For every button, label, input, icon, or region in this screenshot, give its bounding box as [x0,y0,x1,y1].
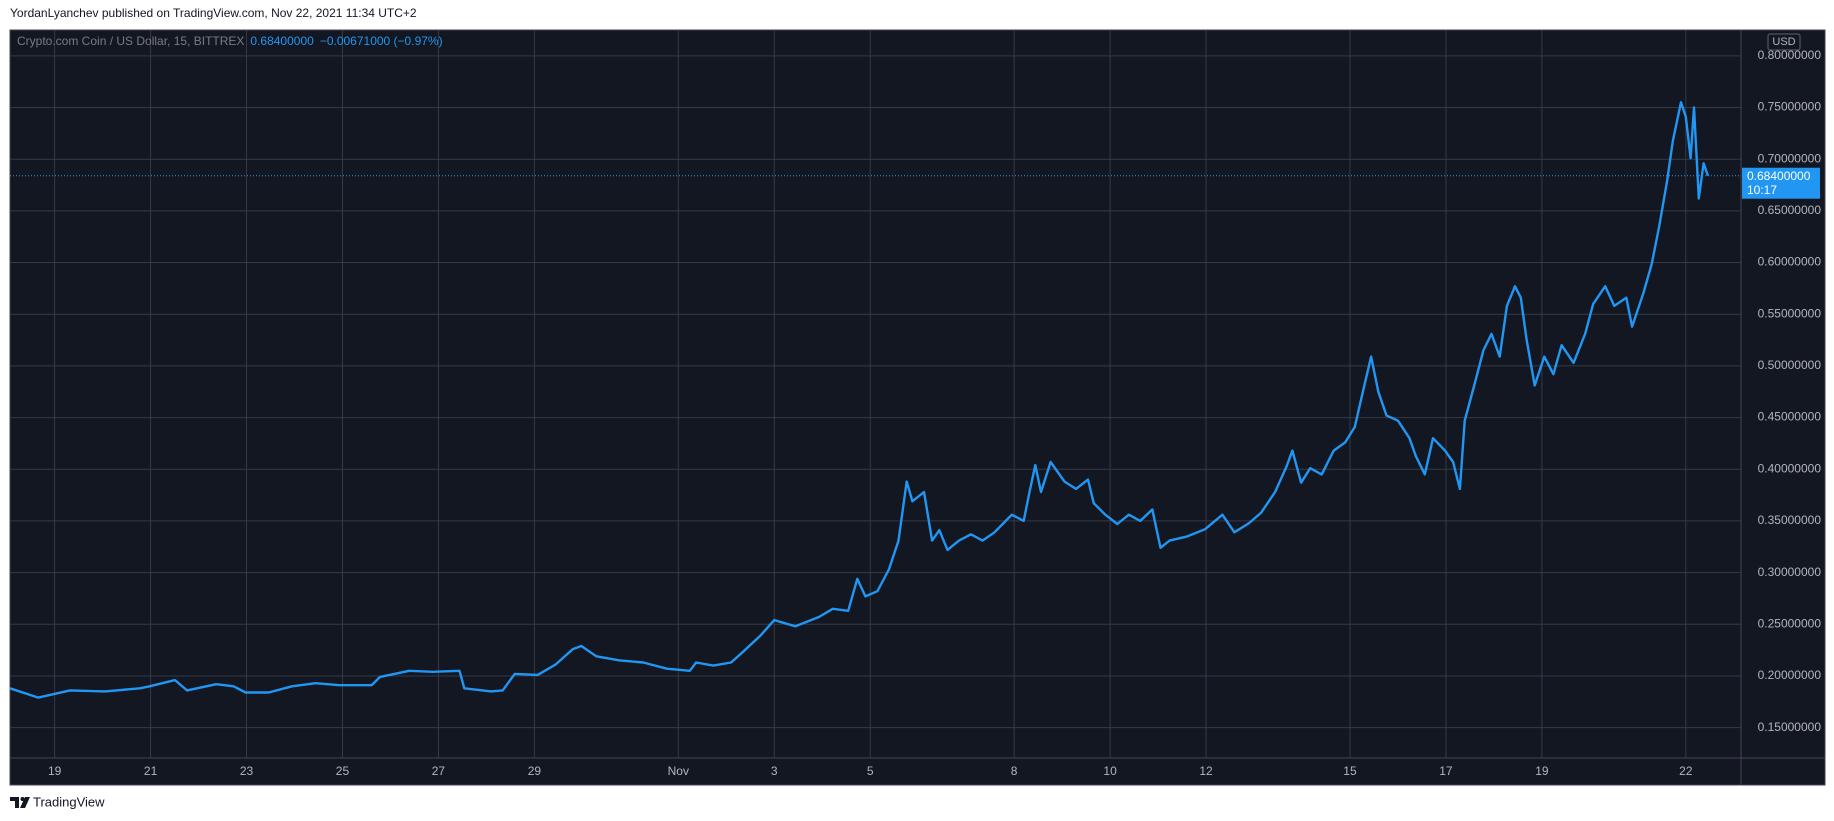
y-tick-label: 0.35000000 [1758,513,1822,527]
y-tick-label: 0.20000000 [1758,668,1822,682]
price-tag [1742,167,1820,199]
y-tick-label: 0.15000000 [1758,720,1822,734]
y-tick-label: 0.60000000 [1758,255,1822,269]
tradingview-logo: TradingView [10,794,105,809]
y-tick-label: 0.55000000 [1758,306,1822,320]
x-tick-label: 10 [1103,764,1117,778]
plot [9,101,1741,699]
x-tick-label: 29 [528,764,542,778]
y-tick-label: 0.25000000 [1758,616,1822,630]
price-change: −0.00671000 (−0.97%) [320,34,443,48]
publish-info: YordanLyanchev published on TradingView.… [10,6,417,20]
currency: USD [1772,36,1795,48]
y-tick-label: 0.70000000 [1758,151,1822,165]
y-tick-label: 0.45000000 [1758,410,1822,424]
symbol-name: Crypto.com Coin / US Dollar, 15, BITTREX [17,34,244,48]
y-tick-label: 0.30000000 [1758,565,1822,579]
x-tick-label: 19 [48,764,62,778]
price-tag-label: 0.68400000 [1747,169,1811,183]
logo-icon [10,797,30,808]
x-tick-label: 21 [144,764,158,778]
legend: Crypto.com Coin / US Dollar, 15, BITTREX… [17,34,443,48]
last-price: 0.68400000 [250,34,314,48]
x-tick-label: 8 [1011,764,1018,778]
chart-background [9,29,1826,786]
x-tick-label: Nov [668,764,689,778]
x-tick-label: 25 [336,764,350,778]
x-tick-label: 3 [771,764,778,778]
y-tick-label: 0.75000000 [1758,100,1822,114]
x-tick-label: 5 [867,764,874,778]
x-tick-label: 19 [1535,764,1549,778]
x-tick-label: 27 [432,764,446,778]
x-tick-label: 23 [240,764,254,778]
grid [10,30,1741,758]
countdown: 10:17 [1747,183,1777,197]
x-tick-label: 17 [1439,764,1453,778]
currency-box [1767,33,1801,51]
x-tick-label: 12 [1199,764,1213,778]
y-tick-label: 0.65000000 [1758,203,1822,217]
footer-brand: TradingView [33,794,105,809]
x-tick-label: 22 [1679,764,1693,778]
y-tick-label: 0.50000000 [1758,358,1822,372]
y-tick-label: 0.80000000 [1758,48,1822,62]
price-line [9,101,1710,699]
logo-dot [20,797,25,801]
y-tick-label: 0.40000000 [1758,461,1822,475]
x-tick-label: 15 [1343,764,1357,778]
